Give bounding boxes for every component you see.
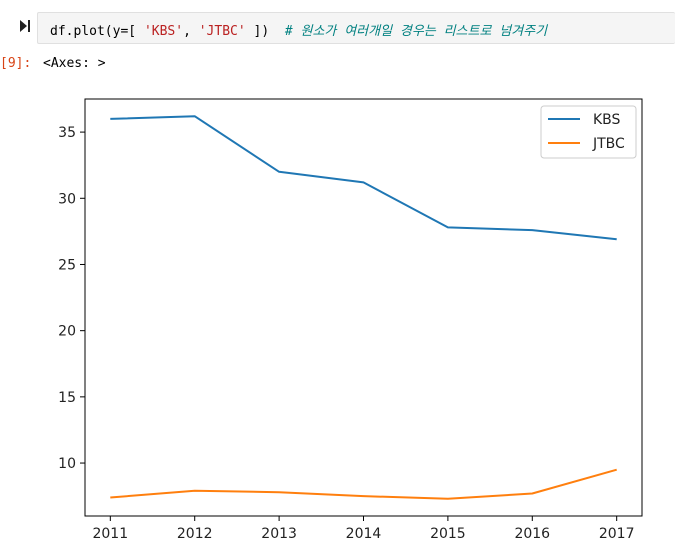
x-tick-label: 2014 bbox=[346, 526, 382, 542]
plot-frame bbox=[84, 98, 643, 517]
x-tick-label: 2011 bbox=[92, 526, 128, 542]
code-editor[interactable]: df.plot(y=[ 'KBS', 'JTBC' ]) # 원소가 여러개일 … bbox=[37, 12, 675, 44]
y-tick-label: 20 bbox=[58, 324, 76, 340]
legend: KBS JTBC bbox=[540, 105, 637, 159]
code-line: df.plot(y=[ 'KBS', 'JTBC' ]) # 원소가 여러개일 … bbox=[50, 20, 547, 39]
plot-output: 10 15 20 25 30 35 2011 2012 2013 2014 2015 2016 201… bbox=[0, 80, 675, 551]
input-cell[interactable]: df.plot(y=[ 'KBS', 'JTBC' ]) # 원소가 여러개일 … bbox=[0, 0, 675, 52]
y-tick-label: 25 bbox=[58, 257, 76, 273]
y-tick-label: 10 bbox=[58, 456, 76, 472]
series-line-kbs bbox=[110, 115, 617, 241]
x-tick-label: 2013 bbox=[261, 526, 297, 542]
legend-label-kbs: KBS bbox=[593, 112, 621, 128]
code-prefix: df.plot(y= bbox=[50, 24, 129, 39]
code-bracket-close: ]) bbox=[253, 24, 270, 39]
series-line-jtbc bbox=[110, 468, 617, 500]
code-string-kbs: 'KBS' bbox=[143, 24, 184, 39]
code-comma: , bbox=[183, 24, 191, 39]
y-tick-label: 30 bbox=[58, 191, 76, 207]
x-tick-label: 2016 bbox=[514, 526, 550, 542]
x-tick-label: 2015 bbox=[430, 526, 466, 542]
x-tick-label: 2012 bbox=[177, 526, 213, 542]
series-group bbox=[110, 115, 617, 500]
legend-label-jtbc: JTBC bbox=[592, 136, 625, 152]
y-tick-label: 15 bbox=[58, 390, 76, 406]
code-string-jtbc: 'JTBC' bbox=[198, 24, 246, 39]
y-axis: 10 15 20 25 30 35 bbox=[58, 125, 85, 472]
x-axis: 2011 2012 2013 2014 2015 2016 2017 bbox=[92, 516, 635, 542]
run-cell-icon[interactable] bbox=[20, 20, 30, 32]
output-text: <Axes: > bbox=[43, 56, 106, 71]
y-tick-label: 35 bbox=[58, 125, 76, 141]
output-prompt: [9]: bbox=[0, 56, 32, 71]
x-tick-label: 2017 bbox=[599, 526, 635, 542]
code-bracket-open: [ bbox=[128, 24, 137, 39]
code-comment: # 원소가 여러개일 경우는 리스트로 넘겨주기 bbox=[284, 24, 548, 39]
